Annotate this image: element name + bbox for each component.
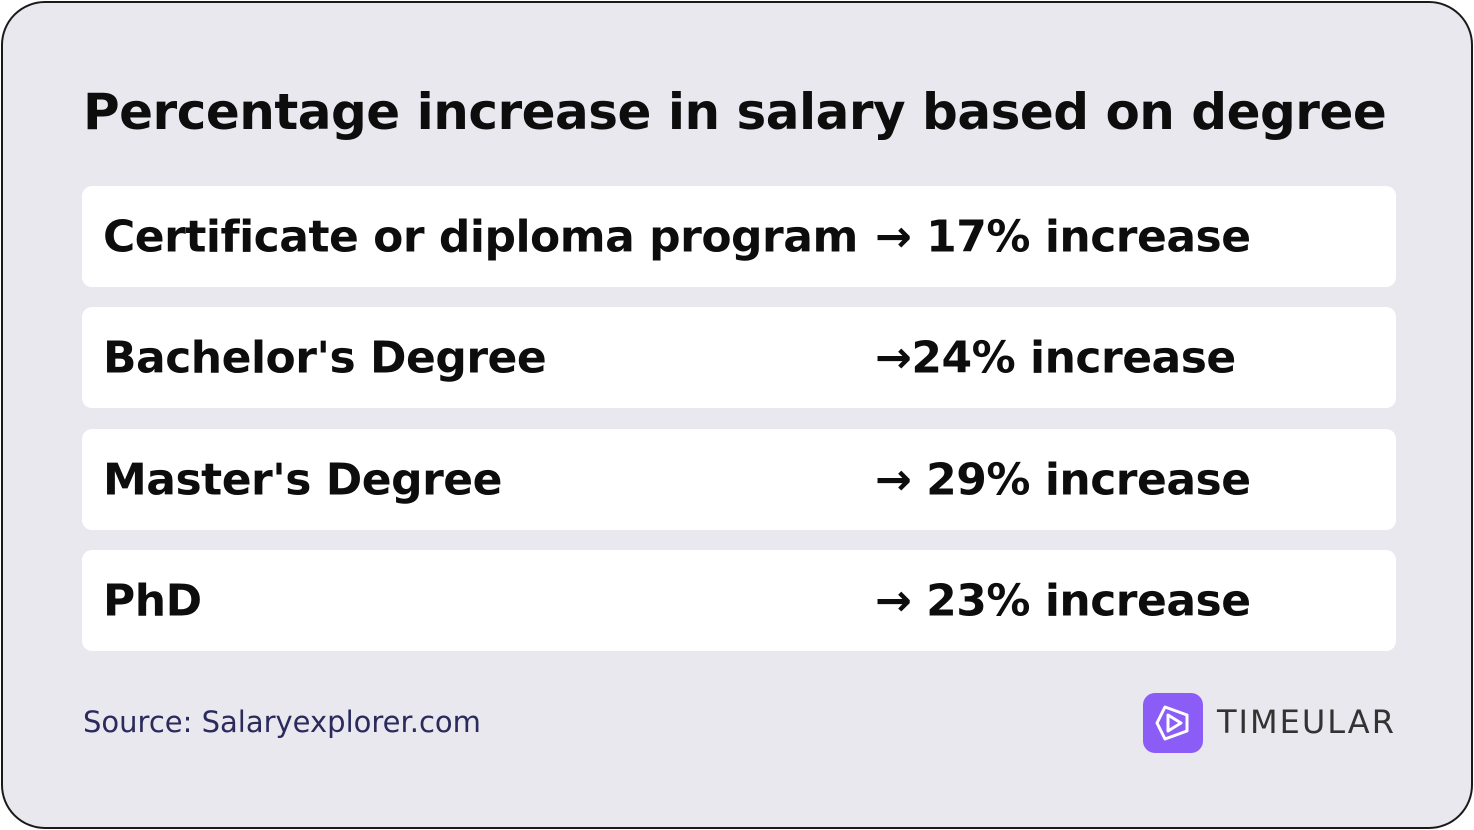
row: PhD → 23% increase [82,550,1396,651]
row-label: Certificate or diploma program [103,211,858,262]
row: Bachelor's Degree →24% increase [82,307,1396,408]
row-label: PhD [103,575,202,626]
title: Percentage increase in salary based on d… [83,83,1387,141]
row: Certificate or diploma program → 17% inc… [82,186,1396,287]
logo-text: TIMEULAR [1217,703,1396,741]
row-label: Master's Degree [103,454,502,505]
row-value: → 23% increase [875,575,1251,626]
row-value: → 17% increase [875,211,1251,262]
row: Master's Degree → 29% increase [82,429,1396,530]
source: Source: Salaryexplorer.com [83,705,481,739]
logo-icon [1143,693,1203,753]
row-value: →24% increase [875,332,1236,383]
row-value: → 29% increase [875,454,1251,505]
row-label: Bachelor's Degree [103,332,547,383]
